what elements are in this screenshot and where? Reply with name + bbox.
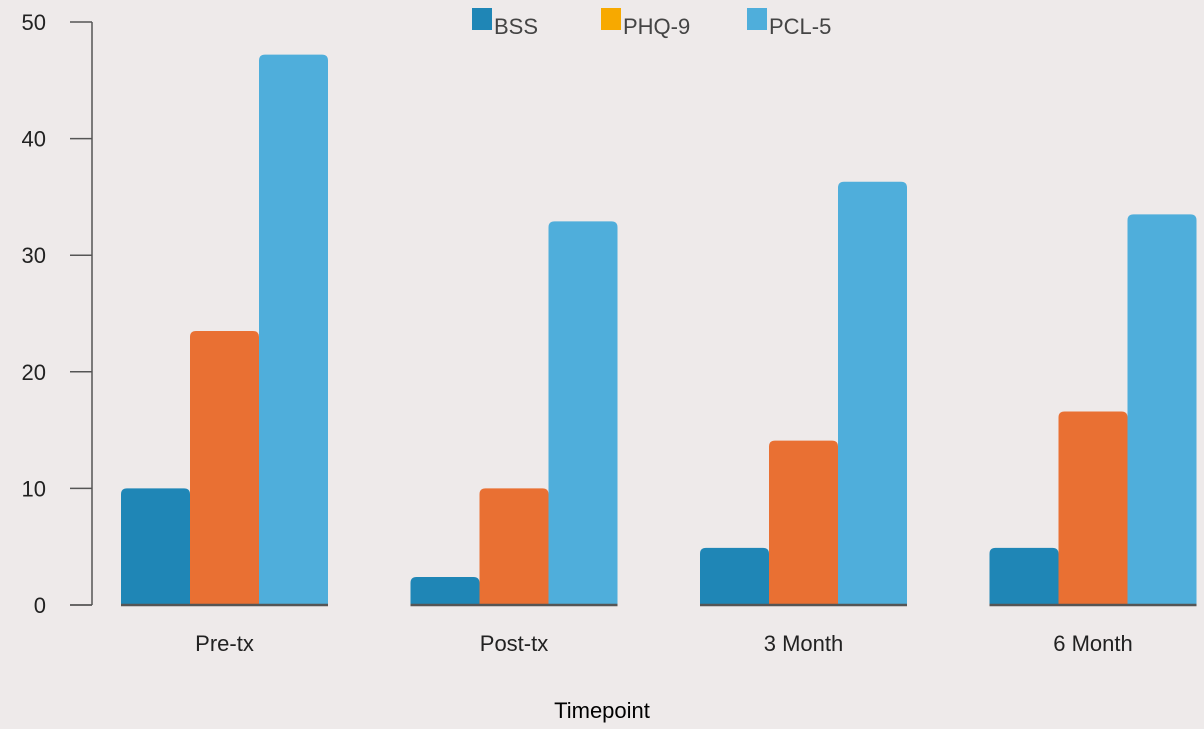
y-axis-ticks: 0 10 20 30 40 50: [22, 10, 92, 618]
x-tick-label: Post-tx: [480, 631, 548, 656]
y-tick-label: 30: [22, 243, 46, 268]
legend-swatch: [601, 8, 621, 30]
legend: BSS PHQ-9 PCL-5: [472, 8, 831, 39]
bar-pcl-5-pre-tx: [259, 54, 328, 605]
legend-swatch: [747, 8, 767, 30]
x-axis-title: Timepoint: [554, 698, 650, 723]
y-tick-label: 50: [22, 10, 46, 35]
bar-pcl-5-6-month: [1127, 214, 1197, 605]
legend-label: PCL-5: [769, 14, 831, 39]
y-tick-label: 20: [22, 360, 46, 385]
bar-phq-9-pre-tx: [190, 330, 259, 605]
bar-bss-6-month: [989, 547, 1059, 605]
x-tick-label: 3 Month: [764, 631, 844, 656]
bar-pcl-5-3-month: [838, 181, 907, 605]
y-tick-label: 10: [22, 476, 46, 501]
bar-bss-pre-tx: [121, 488, 190, 605]
legend-label: PHQ-9: [623, 14, 690, 39]
x-tick-label: 6 Month: [1053, 631, 1133, 656]
bar-phq-9-post-tx: [479, 488, 549, 605]
bar-pcl-5-post-tx: [548, 221, 618, 606]
y-tick-label: 0: [34, 593, 46, 618]
bar-phq-9-6-month: [1058, 411, 1128, 605]
bars: [121, 54, 1197, 606]
legend-label: BSS: [494, 14, 538, 39]
y-tick-label: 40: [22, 127, 46, 152]
bar-bss-3-month: [700, 547, 769, 605]
bar-phq-9-3-month: [769, 440, 838, 605]
bar-bss-post-tx: [410, 577, 480, 605]
x-tick-label: Pre-tx: [195, 631, 254, 656]
x-axis-ticks: Pre-tx Post-tx 3 Month 6 Month: [121, 603, 1197, 656]
legend-swatch: [472, 8, 492, 30]
